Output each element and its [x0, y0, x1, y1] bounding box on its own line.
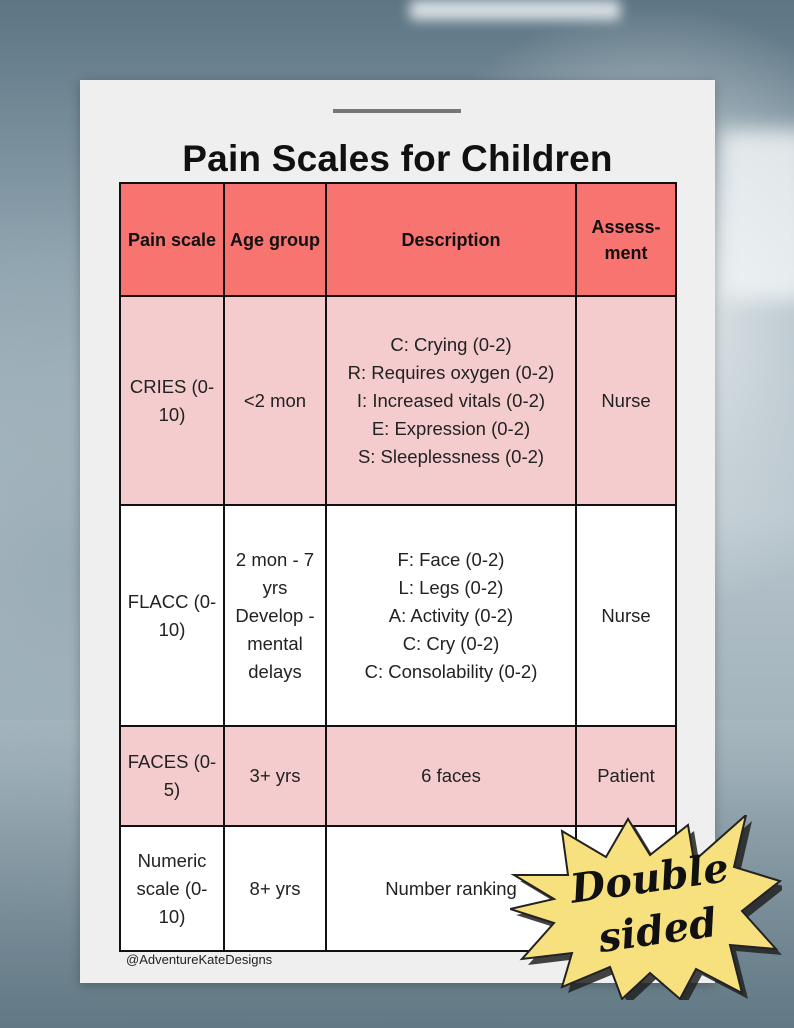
- description-line: F: Face (0-2): [397, 548, 505, 570]
- cell-assessment: Nurse: [575, 295, 677, 506]
- cell-scale: FLACC (0-10): [119, 504, 225, 727]
- description-line: I: Increased vitals (0-2): [356, 389, 546, 411]
- header-assessment: Assess-ment: [575, 182, 677, 297]
- double-sided-badge: Double sided: [510, 815, 782, 1000]
- cell-assessment: Nurse: [575, 504, 677, 727]
- description-line: C: Cry (0-2): [402, 632, 500, 654]
- cell-age: 3+ yrs: [223, 725, 327, 827]
- description-line: S: Sleeplessness (0-2): [357, 445, 545, 467]
- table-row-cries: CRIES (0-10) <2 mon C: Crying (0-2) R: R…: [119, 295, 677, 506]
- cell-scale: FACES (0-5): [119, 725, 225, 827]
- decorative-bar: [333, 109, 461, 113]
- description-line: L: Legs (0-2): [398, 576, 504, 598]
- cell-age: <2 mon: [223, 295, 327, 506]
- description-line: C: Consolability (0-2): [364, 660, 538, 682]
- cell-age: 8+ yrs: [223, 825, 327, 952]
- description-line: 6 faces: [421, 765, 481, 786]
- description-line: A: Activity (0-2): [388, 604, 514, 626]
- cell-description: C: Crying (0-2) R: Requires oxygen (0-2)…: [325, 295, 577, 506]
- description-line: Number ranking: [385, 877, 517, 899]
- corridor-window: [720, 130, 794, 300]
- ceiling-light: [410, 0, 620, 20]
- page-title: Pain Scales for Children: [182, 138, 613, 179]
- cell-assessment: Patient: [575, 725, 677, 827]
- description-line: C: Crying (0-2): [390, 333, 512, 355]
- description-line: R: Requires oxygen (0-2): [347, 361, 555, 383]
- cell-description: F: Face (0-2) L: Legs (0-2) A: Activity …: [325, 504, 577, 727]
- credit-text: @AdventureKateDesigns: [126, 952, 273, 967]
- cell-scale: Numeric scale (0-10): [119, 825, 225, 952]
- header-pain-scale: Pain scale: [119, 182, 225, 297]
- cell-scale: CRIES (0-10): [119, 295, 225, 506]
- description-line: E: Expression (0-2): [371, 417, 531, 439]
- header-description: Description: [325, 182, 577, 297]
- cell-description: 6 faces: [325, 725, 577, 827]
- header-age-group: Age group: [223, 182, 327, 297]
- table-header-row: Pain scale Age group Description Assess-…: [119, 182, 677, 297]
- table-row-faces: FACES (0-5) 3+ yrs 6 faces Patient: [119, 725, 677, 827]
- starburst-shape: [510, 815, 782, 1000]
- table-row-flacc: FLACC (0-10) 2 mon - 7 yrs Develop -ment…: [119, 504, 677, 727]
- pain-scales-table: Pain scale Age group Description Assess-…: [119, 182, 677, 952]
- cell-age: 2 mon - 7 yrs Develop -mental delays: [223, 504, 327, 727]
